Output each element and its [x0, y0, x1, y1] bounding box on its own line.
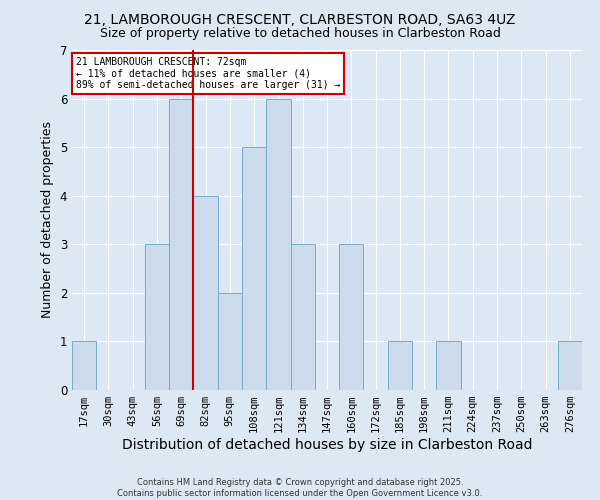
Bar: [145, 244, 169, 390]
X-axis label: Distribution of detached houses by size in Clarbeston Road: Distribution of detached houses by size …: [122, 438, 532, 452]
Bar: [242, 147, 266, 390]
Text: 21 LAMBOROUGH CRESCENT: 72sqm
← 11% of detached houses are smaller (4)
89% of se: 21 LAMBOROUGH CRESCENT: 72sqm ← 11% of d…: [76, 58, 340, 90]
Bar: [558, 342, 582, 390]
Y-axis label: Number of detached properties: Number of detached properties: [41, 122, 54, 318]
Bar: [436, 342, 461, 390]
Text: Size of property relative to detached houses in Clarbeston Road: Size of property relative to detached ho…: [100, 28, 500, 40]
Bar: [388, 342, 412, 390]
Bar: [339, 244, 364, 390]
Text: 21, LAMBOROUGH CRESCENT, CLARBESTON ROAD, SA63 4UZ: 21, LAMBOROUGH CRESCENT, CLARBESTON ROAD…: [84, 12, 516, 26]
Text: Contains HM Land Registry data © Crown copyright and database right 2025.
Contai: Contains HM Land Registry data © Crown c…: [118, 478, 482, 498]
Bar: [266, 98, 290, 390]
Bar: [193, 196, 218, 390]
Bar: [169, 98, 193, 390]
Bar: [290, 244, 315, 390]
Bar: [72, 342, 96, 390]
Bar: [218, 293, 242, 390]
